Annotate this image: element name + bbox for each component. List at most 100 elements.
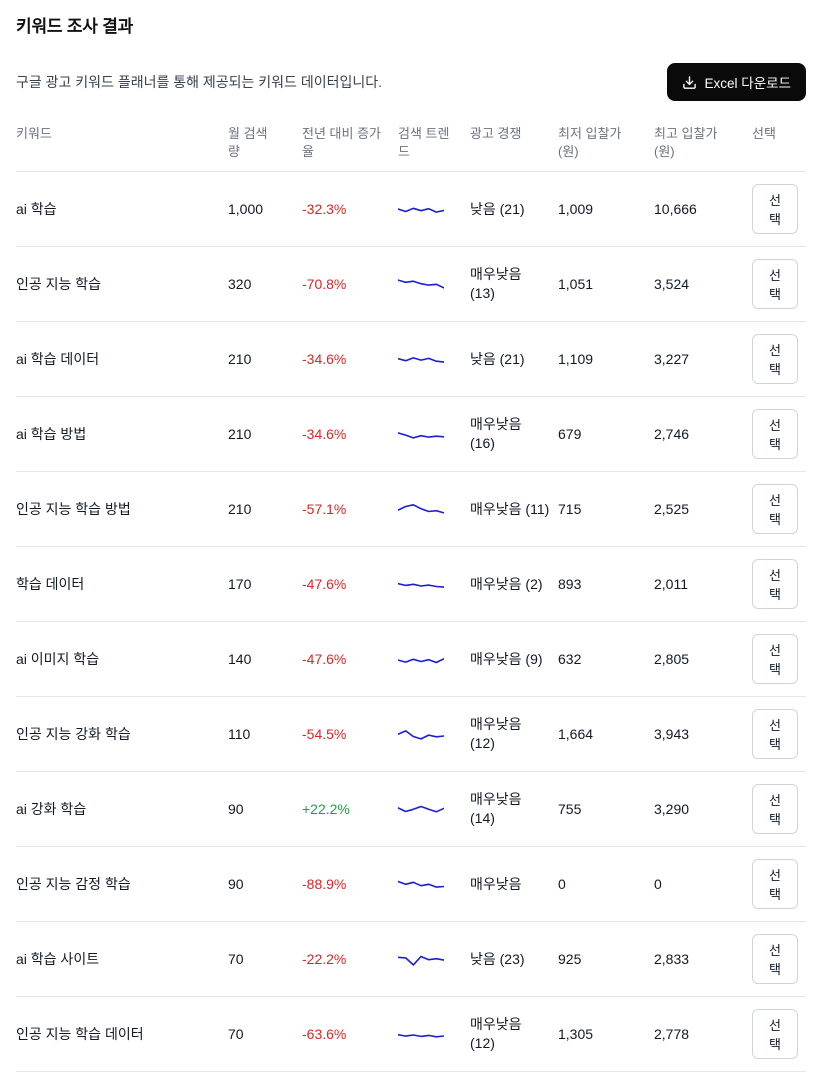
monthly-volume-cell: 90 xyxy=(228,771,302,848)
trend-sparkline xyxy=(398,207,444,214)
select-button[interactable]: 선택 xyxy=(752,859,798,910)
table-row: 인공 지능 강화 학습 110 -54.5% 매우낮음 (12) 1,664 3,943 선… xyxy=(16,696,806,773)
trend-sparkline xyxy=(398,881,444,889)
min-bid-cell: 1,109 xyxy=(558,321,654,398)
table-row: ai 이미지 학습 140 -47.6% 매우낮음 (9) 632 2,805 선택 xyxy=(16,621,806,698)
max-bid-cell: 3,524 xyxy=(654,246,752,323)
column-header-keyword: 키워드 xyxy=(16,115,228,173)
yoy-change-cell: -32.3% xyxy=(302,171,398,248)
table-row: 인공 지능 학습 데이터 70 -63.6% 매우낮음 (12) 1,305 2,778 선… xyxy=(16,996,806,1072)
select-button[interactable]: 선택 xyxy=(752,784,798,835)
trend-cell xyxy=(398,696,470,773)
trend-cell xyxy=(398,396,470,473)
table-row: ai 학습 사이트 70 -22.2% 낮음 (23) 925 2,833 선택 xyxy=(16,921,806,998)
select-button[interactable]: 선택 xyxy=(752,634,798,685)
select-cell: 선택 xyxy=(752,471,806,548)
select-button[interactable]: 선택 xyxy=(752,484,798,535)
yoy-change-cell: -54.5% xyxy=(302,696,398,773)
trend-sparkline xyxy=(398,504,444,515)
monthly-volume-cell: 140 xyxy=(228,621,302,698)
min-bid-cell: 1,009 xyxy=(558,171,654,248)
max-bid-cell: 2,805 xyxy=(654,621,752,698)
select-button[interactable]: 선택 xyxy=(752,184,798,235)
page-subtitle: 구글 광고 키워드 플래너를 통해 제공되는 키워드 데이터입니다. xyxy=(16,74,382,90)
max-bid-cell: 2,525 xyxy=(654,471,752,548)
page-title: 키워드 조사 결과 xyxy=(16,17,134,36)
max-bid-cell: 3,290 xyxy=(654,771,752,848)
column-header-yoy: 전년 대비 증가 율 xyxy=(302,115,398,173)
trend-cell xyxy=(398,171,470,248)
keyword-cell: 인공 지능 학습 방법 xyxy=(16,471,228,548)
trend-sparkline xyxy=(398,658,444,664)
select-cell: 선택 xyxy=(752,621,806,698)
monthly-volume-cell: 210 xyxy=(228,396,302,473)
trend-sparkline xyxy=(398,432,444,440)
min-bid-cell: 755 xyxy=(558,771,654,848)
keyword-cell: ai 강화 학습 xyxy=(16,771,228,848)
trend-cell xyxy=(398,471,470,548)
select-cell: 선택 xyxy=(752,846,806,923)
min-bid-cell: 1,051 xyxy=(558,246,654,323)
competition-cell: 매우낮음 (12) xyxy=(470,996,558,1072)
monthly-volume-cell: 1,000 xyxy=(228,171,302,248)
monthly-volume-cell: 320 xyxy=(228,246,302,323)
competition-cell: 낮음 (21) xyxy=(470,321,558,398)
yoy-change-cell: -34.6% xyxy=(302,321,398,398)
competition-cell: 매우낮음 (12) xyxy=(470,696,558,773)
select-button[interactable]: 선택 xyxy=(752,559,798,610)
keyword-cell: ai 이미지 학습 xyxy=(16,621,228,698)
max-bid-cell: 2,833 xyxy=(654,921,752,998)
yoy-change-cell: -47.6% xyxy=(302,621,398,698)
select-cell: 선택 xyxy=(752,171,806,248)
trend-sparkline xyxy=(398,279,444,290)
trend-sparkline xyxy=(398,1034,444,1038)
select-cell: 선택 xyxy=(752,321,806,398)
monthly-volume-cell: 170 xyxy=(228,546,302,623)
table-row: ai 강화 학습 90 +22.2% 매우낮음 (14) 755 3,290 선택 xyxy=(16,771,806,848)
trend-cell xyxy=(398,321,470,398)
competition-cell: 매우낮음 (14) xyxy=(470,771,558,848)
keyword-cell: 인공 지능 학습 xyxy=(16,246,228,323)
select-button[interactable]: 선택 xyxy=(752,1009,798,1060)
column-header-volume: 월 검색 량 xyxy=(228,115,302,173)
excel-download-label: Excel 다운로드 xyxy=(704,76,791,91)
select-cell: 선택 xyxy=(752,696,806,773)
keyword-table: 키워드 월 검색 량 전년 대비 증가 율 검색 트렌 드 광고 경쟁 최저 입찰가 (원… xyxy=(16,115,806,1072)
select-cell: 선택 xyxy=(752,546,806,623)
max-bid-cell: 2,746 xyxy=(654,396,752,473)
competition-cell: 매우낮음 (11) xyxy=(470,471,558,548)
table-row: 인공 지능 감정 학습 90 -88.9% 매우낮음 0 0 선택 xyxy=(16,846,806,923)
keyword-cell: 인공 지능 학습 데이터 xyxy=(16,996,228,1072)
table-row: 학습 데이터 170 -47.6% 매우낮음 (2) 893 2,011 선택 xyxy=(16,546,806,623)
download-icon xyxy=(682,75,697,90)
select-button[interactable]: 선택 xyxy=(752,934,798,985)
competition-cell: 매우낮음 xyxy=(470,846,558,923)
excel-download-button[interactable]: Excel 다운로드 xyxy=(666,63,806,101)
select-button[interactable]: 선택 xyxy=(752,334,798,385)
column-header-max-bid: 최고 입찰가 (원) xyxy=(654,115,752,173)
subheader: 구글 광고 키워드 플래너를 통해 제공되는 키워드 데이터입니다. Excel… xyxy=(16,63,806,101)
table-row: 인공 지능 학습 320 -70.8% 매우낮음 (13) 1,051 3,524 선택 xyxy=(16,246,806,323)
monthly-volume-cell: 210 xyxy=(228,471,302,548)
yoy-change-cell: -22.2% xyxy=(302,921,398,998)
yoy-change-cell: -47.6% xyxy=(302,546,398,623)
select-cell: 선택 xyxy=(752,396,806,473)
monthly-volume-cell: 210 xyxy=(228,321,302,398)
max-bid-cell: 2,778 xyxy=(654,996,752,1072)
max-bid-cell: 10,666 xyxy=(654,171,752,248)
min-bid-cell: 1,664 xyxy=(558,696,654,773)
table-header-row: 키워드 월 검색 량 전년 대비 증가 율 검색 트렌 드 광고 경쟁 최저 입찰가 (원… xyxy=(16,115,806,173)
trend-sparkline xyxy=(398,806,444,813)
min-bid-cell: 893 xyxy=(558,546,654,623)
select-button[interactable]: 선택 xyxy=(752,709,798,760)
table-row: ai 학습 1,000 -32.3% 낮음 (21) 1,009 10,666 선택 xyxy=(16,171,806,248)
column-header-trend: 검색 트렌 드 xyxy=(398,115,470,173)
trend-sparkline xyxy=(398,583,444,589)
select-button[interactable]: 선택 xyxy=(752,409,798,460)
competition-cell: 낮음 (23) xyxy=(470,921,558,998)
table-row: ai 학습 방법 210 -34.6% 매우낮음 (16) 679 2,746 선택 xyxy=(16,396,806,473)
select-cell: 선택 xyxy=(752,996,806,1072)
select-button[interactable]: 선택 xyxy=(752,259,798,310)
max-bid-cell: 3,943 xyxy=(654,696,752,773)
